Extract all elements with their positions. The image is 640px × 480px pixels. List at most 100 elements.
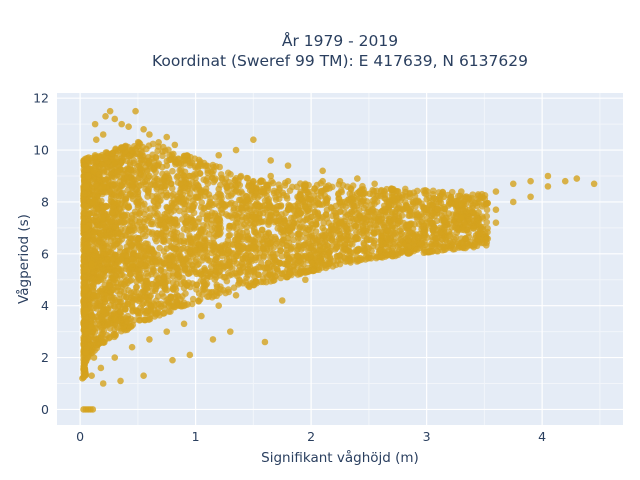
data-point [102, 160, 110, 168]
data-point [98, 224, 106, 232]
data-point [342, 223, 349, 231]
data-point [228, 199, 235, 207]
data-point [465, 216, 473, 223]
data-point [180, 279, 188, 286]
data-point [527, 177, 534, 185]
data-point [275, 195, 283, 203]
data-point [211, 276, 219, 283]
data-point [339, 249, 346, 256]
data-point [119, 145, 127, 153]
data-point [151, 301, 159, 309]
data-point [99, 338, 107, 346]
data-point [414, 234, 422, 241]
data-point [84, 172, 92, 180]
data-point [144, 306, 151, 314]
data-point [483, 218, 491, 226]
data-point [383, 251, 391, 259]
data-point [411, 220, 418, 228]
data-point [429, 196, 437, 203]
data-point [213, 281, 221, 289]
data-point [193, 281, 200, 289]
data-point [336, 198, 344, 206]
data-point [273, 209, 280, 217]
data-point [215, 224, 223, 232]
data-point [111, 237, 119, 245]
data-point [223, 255, 231, 263]
data-point [88, 372, 95, 380]
y-tick-label: 10 [33, 143, 49, 158]
data-point [265, 195, 273, 203]
data-point [100, 167, 108, 174]
data-point [127, 271, 134, 278]
data-point [140, 316, 148, 324]
data-point [272, 217, 280, 224]
data-point [127, 322, 135, 330]
data-point [116, 218, 124, 226]
data-point [98, 285, 106, 293]
data-point [80, 258, 88, 265]
data-point [159, 148, 166, 155]
data-point [88, 275, 95, 282]
data-point [183, 213, 190, 220]
data-point [457, 214, 465, 221]
data-point [303, 213, 311, 221]
data-point [138, 149, 146, 156]
data-point [87, 341, 94, 349]
data-point [417, 211, 425, 218]
data-point [109, 254, 117, 262]
data-point [87, 304, 94, 311]
data-point [371, 214, 378, 221]
data-point [128, 211, 136, 219]
data-point [207, 268, 214, 276]
data-point [311, 185, 318, 193]
data-point [215, 302, 223, 309]
data-point [210, 260, 217, 268]
data-point [301, 269, 308, 276]
data-point [146, 172, 153, 180]
data-point [291, 212, 299, 220]
data-point [402, 231, 409, 239]
data-point [295, 240, 303, 248]
data-point [278, 270, 286, 277]
data-point [324, 255, 332, 263]
data-point [109, 150, 116, 158]
data-point [98, 151, 106, 159]
data-point [118, 120, 125, 128]
data-point [111, 315, 119, 322]
data-point [296, 216, 304, 223]
data-point [267, 157, 274, 164]
data-point [561, 177, 569, 185]
data-point [118, 190, 125, 198]
data-point [216, 216, 223, 223]
data-point [244, 175, 252, 182]
data-point [482, 236, 490, 243]
data-point [269, 253, 276, 261]
data-point [198, 162, 205, 169]
data-point [124, 168, 132, 176]
data-point [259, 245, 267, 252]
data-point [367, 208, 375, 215]
data-point [140, 287, 148, 295]
data-point [470, 224, 477, 232]
scatter-points [79, 107, 598, 413]
data-point [359, 212, 367, 219]
data-point [261, 218, 269, 225]
data-point [446, 232, 454, 239]
data-point [360, 196, 367, 203]
data-point [146, 214, 153, 221]
data-point [233, 242, 241, 250]
y-axis-title: Vågperiod (s) [15, 214, 32, 304]
data-point [214, 229, 222, 237]
data-point [117, 377, 124, 385]
data-point [385, 201, 393, 208]
data-point [198, 271, 205, 278]
data-point [138, 225, 146, 232]
data-point [128, 242, 135, 250]
data-point [154, 202, 162, 210]
data-point [263, 181, 270, 189]
data-point [106, 333, 114, 341]
data-point [449, 238, 456, 246]
data-point [160, 275, 167, 283]
data-point [84, 166, 91, 173]
data-point [419, 243, 427, 251]
